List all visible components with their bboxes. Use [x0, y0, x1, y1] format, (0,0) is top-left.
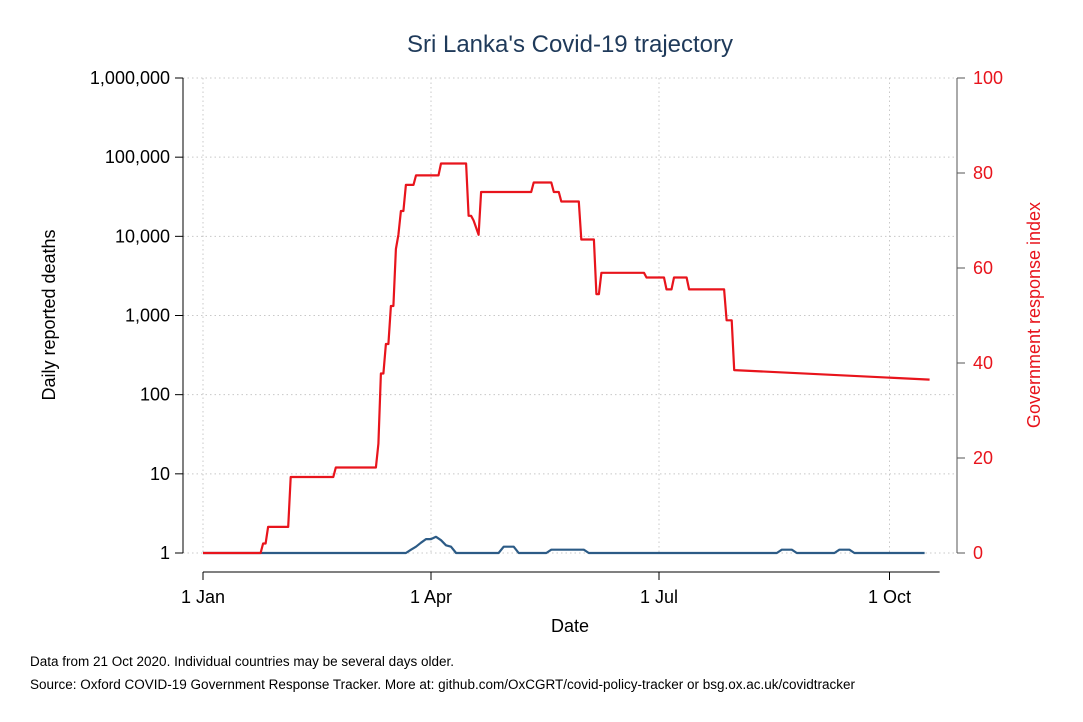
series-layer — [203, 162, 930, 555]
source-note: Source: Oxford COVID-19 Government Respo… — [30, 677, 856, 692]
response-index-line — [203, 162, 930, 555]
x-tick-label: 1 Oct — [868, 587, 911, 607]
y-left-tick-label: 1,000,000 — [90, 68, 170, 88]
x-axis-label: Date — [551, 616, 589, 636]
x-tick-label: 1 Jan — [181, 587, 225, 607]
y-axis-left-label: Daily reported deaths — [39, 229, 59, 400]
x-tick-label: 1 Jul — [640, 587, 678, 607]
y-left-tick-label: 1 — [160, 543, 170, 563]
y-left-tick-label: 100 — [140, 385, 170, 405]
y-axis-right-label: Government response index — [1024, 202, 1044, 428]
y-right-tick-label: 20 — [973, 448, 993, 468]
y-left-tick-label: 1,000 — [125, 306, 170, 326]
axes: 1 10 100 1,000 10,000 100,000 1,000,000 1 Jan 1 … — [90, 68, 1003, 607]
y-right-tick-label: 100 — [973, 68, 1003, 88]
chart-title: Sri Lanka's Covid-19 trajectory — [407, 31, 733, 58]
deaths-line — [203, 535, 925, 555]
y-left-tick-label: 10,000 — [115, 226, 170, 246]
x-tick-label: 1 Apr — [410, 587, 452, 607]
y-right-tick-label: 40 — [973, 353, 993, 373]
y-right-tick-label: 0 — [973, 543, 983, 563]
y-right-tick-label: 60 — [973, 258, 993, 278]
y-left-tick-label: 100,000 — [105, 147, 170, 167]
y-right-tick-label: 80 — [973, 163, 993, 183]
data-note: Data from 21 Oct 2020. Individual countr… — [30, 654, 454, 669]
y-left-tick-label: 10 — [150, 464, 170, 484]
grid — [183, 77, 957, 554]
